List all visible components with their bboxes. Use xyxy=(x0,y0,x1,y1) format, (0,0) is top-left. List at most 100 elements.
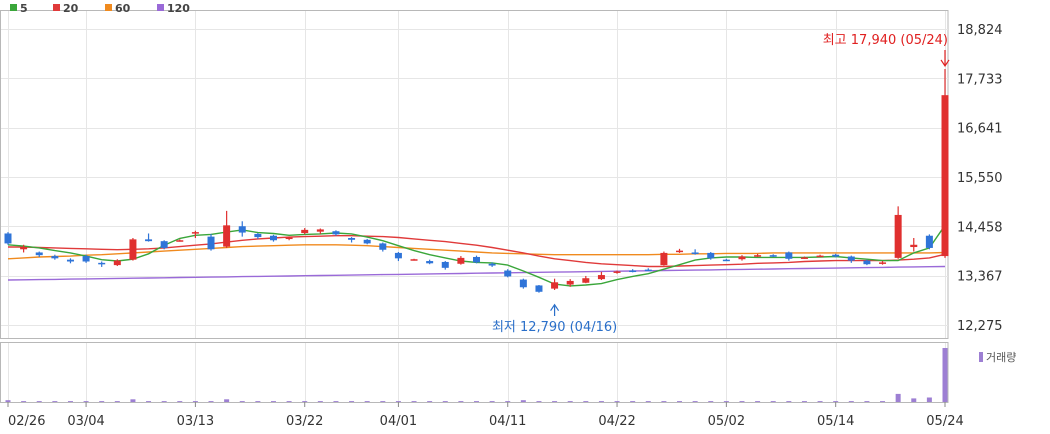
volume-bar xyxy=(192,401,198,402)
volume-bar xyxy=(380,401,386,402)
low-annotation: 최저 12,790 (04/16) xyxy=(492,320,617,335)
candle xyxy=(223,210,231,248)
volume-bar xyxy=(83,401,89,402)
ma120-line xyxy=(7,265,946,281)
volume-bar xyxy=(926,397,932,402)
candle-body xyxy=(676,250,684,253)
axes: 18,824 17,733 16,641 15,550 14,458 13,367 12,2… xyxy=(7,23,1003,429)
candle xyxy=(457,256,465,265)
candle-body xyxy=(551,282,559,289)
candle-body xyxy=(910,244,918,248)
candle xyxy=(348,237,356,243)
candle xyxy=(4,232,12,245)
volume-bar xyxy=(21,401,27,402)
candle-body xyxy=(301,229,309,234)
candle xyxy=(176,239,184,242)
volume-bar xyxy=(177,401,183,402)
candle xyxy=(754,253,762,257)
candle xyxy=(519,278,527,289)
candle xyxy=(238,221,246,237)
candle xyxy=(426,259,434,265)
volume-bar xyxy=(739,401,745,402)
candle xyxy=(566,279,574,287)
legend-swatch-20 xyxy=(53,4,60,11)
candle xyxy=(941,68,949,258)
candle-body xyxy=(113,260,121,266)
volume-bar xyxy=(208,401,214,402)
volume-bar xyxy=(801,401,807,402)
volume-bar xyxy=(255,401,261,402)
y-tick-label: 13,367 xyxy=(957,270,1003,285)
candle xyxy=(160,240,168,250)
candle xyxy=(785,251,793,261)
candle-body xyxy=(51,256,59,259)
candle-body xyxy=(191,232,199,234)
volume-bar xyxy=(817,401,823,402)
y-tick-label: 17,733 xyxy=(957,72,1003,87)
candle xyxy=(847,255,855,263)
volume-bar xyxy=(146,401,152,402)
volume-bar xyxy=(645,401,651,402)
candle-body xyxy=(707,252,715,259)
volume-bar xyxy=(536,401,542,402)
candle xyxy=(504,269,512,278)
volume-bar xyxy=(114,401,120,402)
candle-body xyxy=(660,252,668,266)
candle-body xyxy=(145,239,153,242)
candle xyxy=(301,228,309,235)
x-tick-label: 03/13 xyxy=(177,414,214,429)
candle-body xyxy=(394,252,402,259)
volume-bar xyxy=(349,401,355,402)
candle xyxy=(910,237,918,252)
legend-swatch-120 xyxy=(157,4,164,11)
volume-bar xyxy=(880,401,886,402)
volume-bar xyxy=(317,401,323,402)
volume-bar xyxy=(270,401,276,402)
x-tick-label: 02/26 xyxy=(8,414,45,429)
candle xyxy=(707,252,715,260)
candle xyxy=(816,254,824,258)
candle-body xyxy=(82,256,90,262)
y-tick-label: 12,275 xyxy=(957,319,1003,334)
candle xyxy=(660,251,668,266)
candle-body xyxy=(894,214,902,258)
volume-bars: 거래량 xyxy=(5,348,1016,402)
candle xyxy=(82,254,90,263)
legend-label-5: 5 xyxy=(20,2,28,15)
volume-bar xyxy=(474,401,479,402)
x-tick-label: 05/14 xyxy=(817,414,854,429)
candle xyxy=(145,233,153,242)
candle-body xyxy=(176,240,184,242)
candle-body xyxy=(332,231,340,235)
candle xyxy=(629,269,637,273)
volume-bar xyxy=(895,393,901,402)
candle xyxy=(35,251,43,257)
candle-body xyxy=(20,247,28,250)
candle xyxy=(800,256,808,259)
grid xyxy=(0,10,949,403)
candle-body xyxy=(348,237,356,240)
candle xyxy=(254,233,262,239)
volume-bar xyxy=(911,398,917,402)
candle xyxy=(207,233,215,251)
volume-bar xyxy=(552,401,558,402)
candle xyxy=(597,271,605,281)
volume-bar xyxy=(614,401,620,402)
candle xyxy=(894,206,902,259)
candle-body xyxy=(597,275,605,280)
volume-bar xyxy=(333,401,339,402)
candle-body xyxy=(379,243,387,250)
volume-bar xyxy=(942,348,948,402)
candle-body xyxy=(832,254,840,257)
volume-bar xyxy=(864,401,870,402)
volume-panel-frame xyxy=(0,342,949,403)
candle-body xyxy=(566,280,574,285)
volume-bar xyxy=(489,401,495,402)
candle-body xyxy=(613,271,621,273)
candle-body xyxy=(363,239,371,244)
candle xyxy=(769,254,777,257)
volume-bar xyxy=(458,401,464,402)
candle-body xyxy=(441,261,449,268)
candle-body xyxy=(925,235,933,248)
